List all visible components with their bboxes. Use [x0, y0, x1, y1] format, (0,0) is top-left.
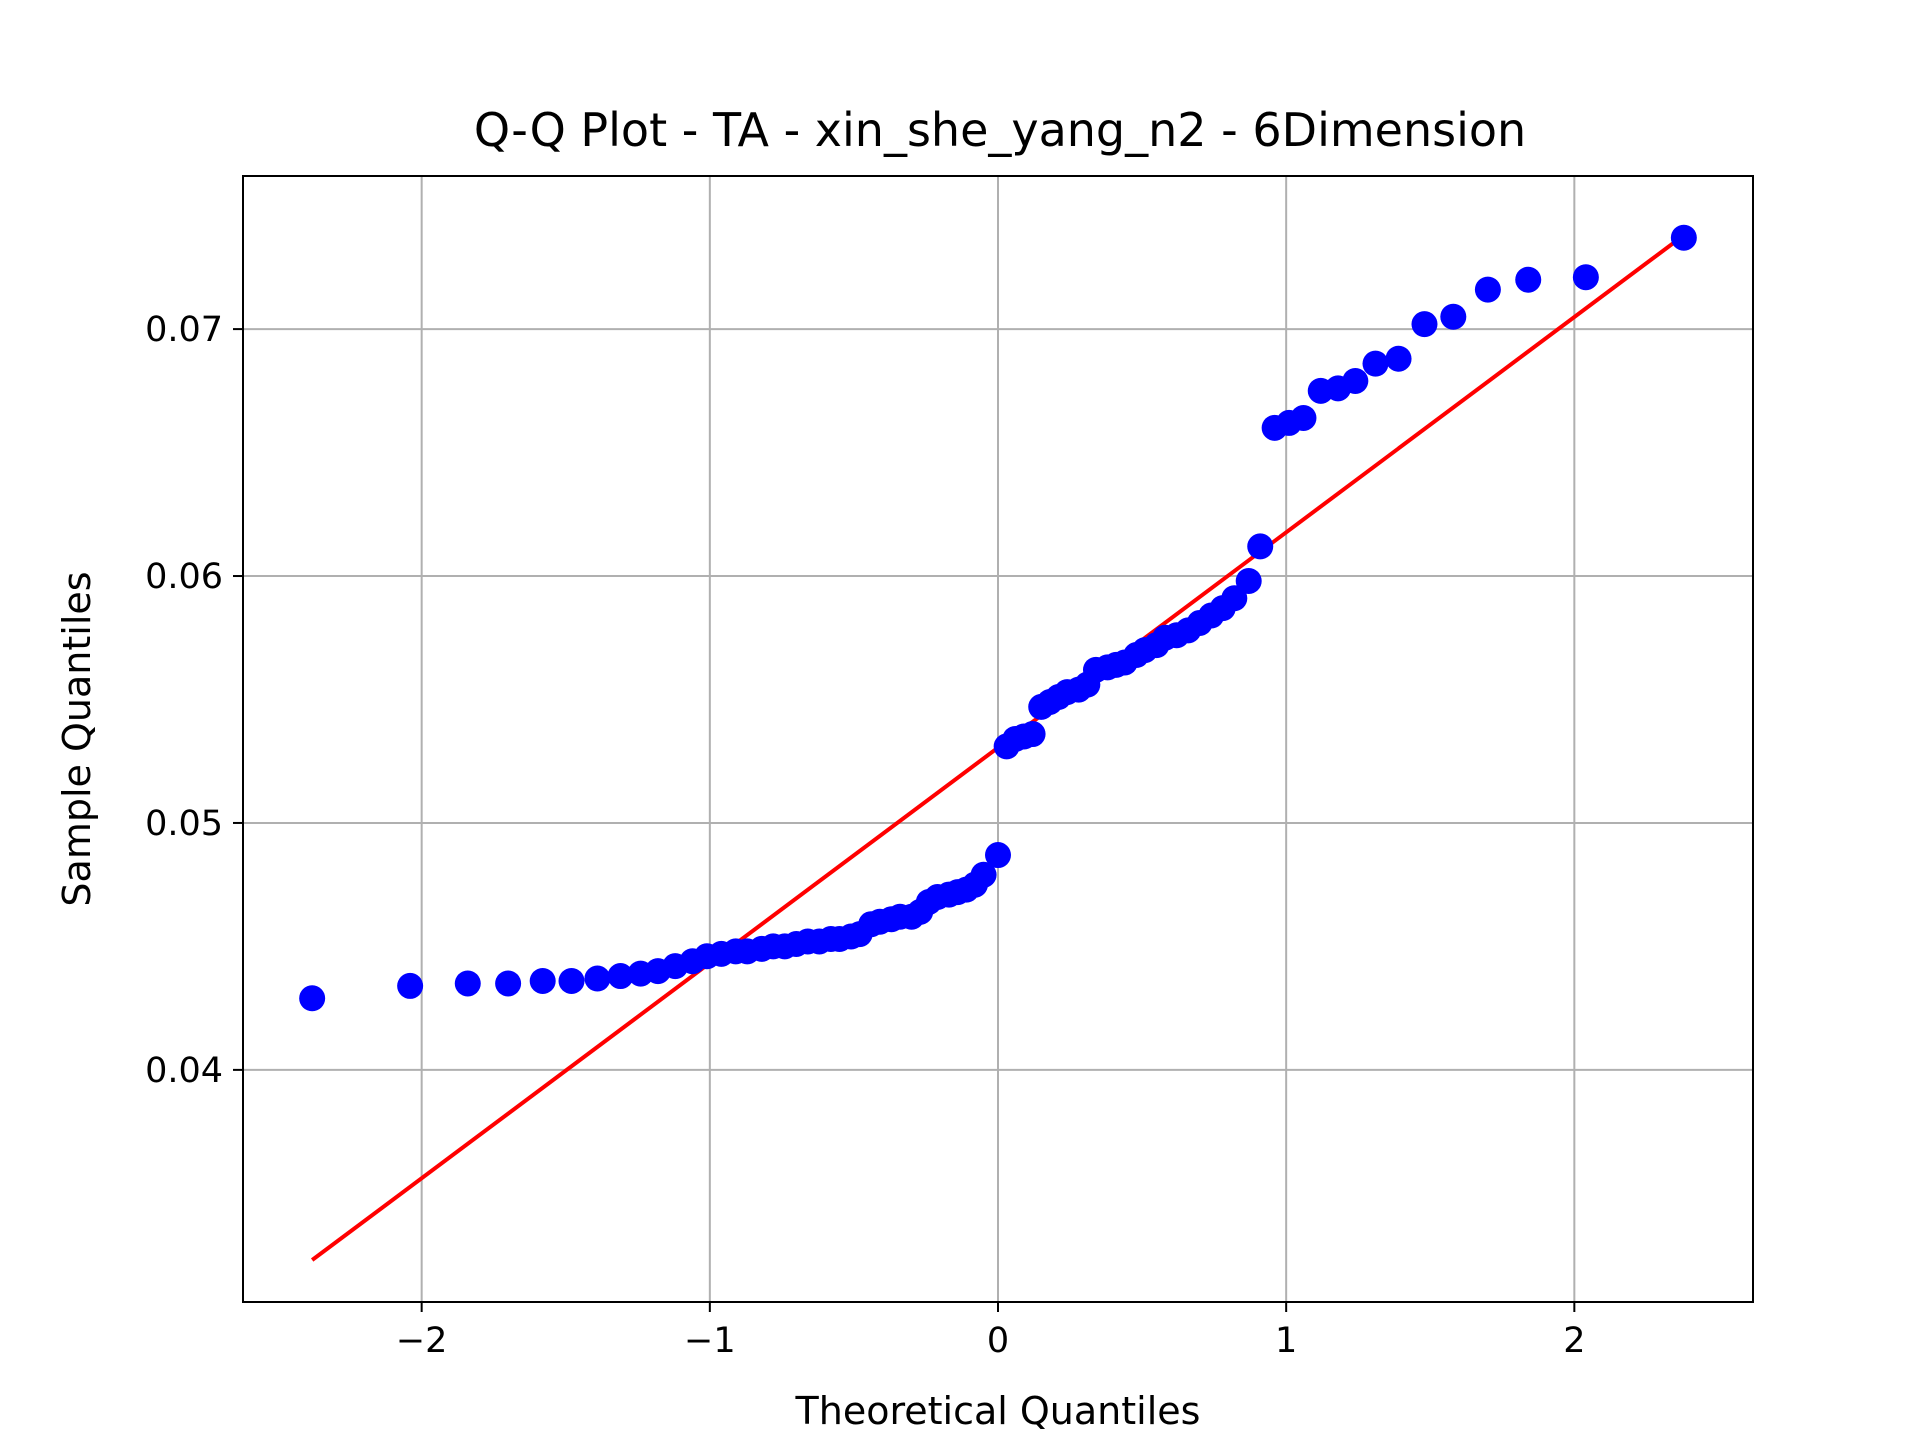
x-axis-ticks: −2 −1 0 1 2 — [396, 1302, 1585, 1361]
x-tick-label: −1 — [684, 1321, 736, 1361]
data-point — [584, 965, 611, 992]
data-point — [529, 967, 556, 994]
y-axis-label: Sample Quantiles — [55, 571, 99, 906]
data-point — [1247, 533, 1274, 560]
x-tick-label: 1 — [1275, 1321, 1297, 1361]
data-point — [558, 967, 585, 994]
data-point — [1411, 311, 1438, 338]
data-point — [1474, 276, 1501, 303]
grid — [243, 176, 1753, 1302]
data-point — [495, 970, 522, 997]
data-point — [299, 985, 326, 1012]
y-tick-label: 0.06 — [145, 557, 223, 597]
data-point — [1670, 224, 1697, 251]
x-tick-label: 2 — [1563, 1321, 1585, 1361]
data-point — [1440, 303, 1467, 330]
y-tick-label: 0.04 — [145, 1051, 223, 1091]
data-point — [970, 861, 997, 888]
y-tick-label: 0.05 — [145, 804, 223, 844]
data-point — [1235, 567, 1262, 594]
data-point — [397, 972, 424, 999]
y-axis-ticks: 0.04 0.05 0.06 0.07 — [145, 310, 243, 1091]
y-tick-label: 0.07 — [145, 310, 223, 350]
x-axis-label: Theoretical Quantiles — [795, 1389, 1201, 1433]
data-point — [454, 970, 481, 997]
data-point — [607, 963, 634, 990]
data-point — [1572, 264, 1599, 291]
chart-title: Q-Q Plot - TA - xin_she_yang_n2 - 6Dimen… — [474, 103, 1526, 157]
data-point — [1342, 367, 1369, 394]
data-points — [299, 224, 1697, 1012]
data-point — [1385, 345, 1412, 372]
data-point — [1515, 266, 1542, 293]
x-tick-label: −2 — [396, 1321, 448, 1361]
data-point — [1019, 721, 1046, 748]
data-point — [1221, 585, 1248, 612]
data-point — [1290, 404, 1317, 431]
x-tick-label: 0 — [987, 1321, 1009, 1361]
data-point — [1362, 350, 1389, 377]
data-point — [985, 842, 1011, 869]
